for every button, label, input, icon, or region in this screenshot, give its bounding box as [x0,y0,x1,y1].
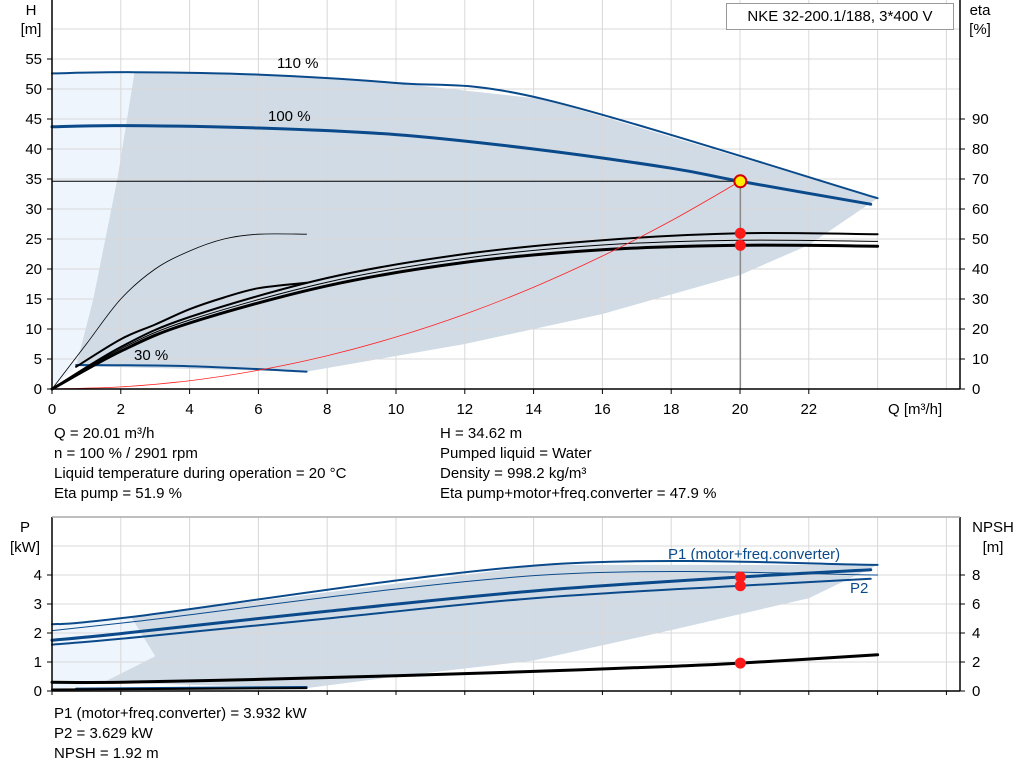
x-tick-label: 4 [185,401,193,418]
y-tick-label: 45 [25,111,42,128]
x-tick-label: 20 [732,401,749,418]
y2-tick-label: 70 [972,171,989,188]
y-tick-label: 4 [34,567,42,584]
label-110: 110 % [277,55,318,72]
y-tick-label: 55 [25,51,42,68]
series-line [75,281,308,368]
x-tick-label: 12 [456,401,473,418]
info-top-right: H = 34.62 m Pumped liquid = Water Densit… [440,424,716,504]
series-line-110- [51,71,879,200]
y2-tick-label: 4 [972,625,980,642]
eta-axis-unit: [%] [969,21,991,38]
y-tick-label: 0 [34,683,42,700]
y-tick-label: 0 [34,381,42,398]
info-temperature: Liquid temperature during operation = 20… [54,465,347,482]
y-tick-label: 5 [34,351,42,368]
y2-tick-label: 90 [972,111,989,128]
bottom-series [50,559,880,691]
envelope-region [76,72,878,372]
y2-tick-label: 30 [972,291,989,308]
duty-point [733,174,748,189]
y2-tick-label: 2 [972,654,980,671]
y-tick-label: 15 [25,291,42,308]
info-top-left: Q = 20.01 m³/h n = 100 % / 2901 rpm Liqu… [54,424,346,504]
envelope-region [103,564,878,689]
series-line [51,687,308,691]
p1-point [734,571,746,583]
label-p2: P2 [850,580,868,597]
x-tick-label: 6 [254,401,262,418]
h-axis-unit: [m] [21,21,42,38]
y2-tick-label: 50 [972,231,989,248]
x-tick-label: 18 [663,401,680,418]
info-head: H = 34.62 m [440,425,523,442]
y-tick-label: 20 [25,261,42,278]
y2-tick-label: 6 [972,596,980,613]
npsh-point [734,657,746,669]
label-p1: P1 (motor+freq.converter) [668,546,840,563]
h-axis-label: H [26,2,37,19]
y2-tick-label: 40 [972,261,989,278]
x-tick-label: 8 [323,401,331,418]
series-line [51,571,879,632]
pump-title: NKE 32-200.1/188, 3*400 V [726,3,954,30]
label-30: 30 % [134,347,168,364]
series-line-system [51,180,741,390]
p2-point [734,580,746,592]
y-tick-label: 1 [34,654,42,671]
y2-tick-label: 10 [972,351,989,368]
info-eta-total: Eta pump+motor+freq.converter = 47.9 % [440,485,717,502]
y2-tick-label: 80 [972,141,989,158]
y-tick-label: 10 [25,321,42,338]
info-eta-pump: Eta pump = 51.9 % [54,485,182,502]
y2-tick-label: 8 [972,567,980,584]
p-axis-label: P [20,519,30,536]
envelope-light-region [52,617,156,691]
x-tick-label: 22 [800,401,817,418]
bottom-envelope [52,564,878,691]
x-tick-label: 0 [48,401,56,418]
y-tick-label: 25 [25,231,42,248]
info-npsh: NPSH = 1.92 m [54,745,159,762]
y2-tick-label: 0 [972,683,980,700]
series-line [51,559,879,626]
y2-tick-label: 20 [972,321,989,338]
x-tick-label: 16 [594,401,611,418]
info-bottom: P1 (motor+freq.converter) = 3.932 kW P2 … [54,704,307,764]
npsh-axis-unit: [m] [983,539,1004,556]
series-line [51,239,879,390]
series-line-30- [75,364,308,373]
p-axis-unit: [kW] [10,539,40,556]
top-series [50,71,880,391]
bottom-axes: 0 1 2 3 4 0 2 4 6 8 [34,516,980,700]
label-100: 100 % [268,108,311,125]
eta-pump-point [734,227,746,239]
x-tick-label: 14 [525,401,542,418]
top-axes: 0510152025303540455055010203040506070809… [25,0,989,418]
envelope-light-region [52,72,135,389]
info-liquid: Pumped liquid = Water [440,445,592,462]
y2-tick-label: 0 [972,381,980,398]
series-line [51,233,307,390]
info-flow: Q = 20.01 m³/h [54,425,155,442]
npsh-axis-label: NPSH [972,519,1014,536]
eta-total-point [734,239,746,251]
info-p1: P1 (motor+freq.converter) = 3.932 kW [54,705,307,722]
info-speed: n = 100 % / 2901 rpm [54,445,198,462]
y-tick-label: 3 [34,596,42,613]
x-tick-label: 10 [388,401,405,418]
q-axis-label: Q [m³/h] [888,401,942,418]
y2-tick-label: 60 [972,201,989,218]
y-tick-label: 30 [25,201,42,218]
eta-axis-label: eta [970,2,992,19]
x-tick-label: 2 [117,401,125,418]
info-p2: P2 = 3.629 kW [54,725,153,742]
y-tick-label: 2 [34,625,42,642]
info-density: Density = 998.2 kg/m³ [440,465,587,482]
y-tick-label: 50 [25,81,42,98]
y-tick-label: 40 [25,141,42,158]
bottom-grid [52,517,960,691]
y-tick-label: 35 [25,171,42,188]
